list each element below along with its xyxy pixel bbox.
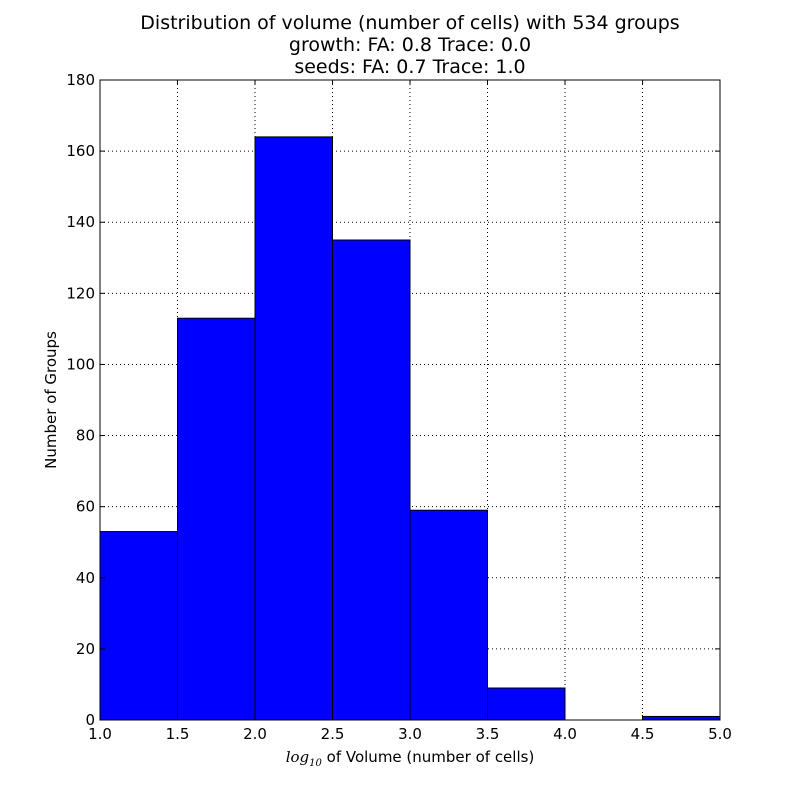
histogram-bar [99,531,178,721]
histogram-bar [254,136,333,721]
x-tick-label: 5.0 [708,725,732,743]
chart-title-line-1: Distribution of volume (number of cells)… [140,12,679,34]
y-tick-label: 0 [85,711,95,729]
histogram-bar [332,239,411,721]
y-axis-tick-labels: 0 20 40 60 80 100 120 140 160 180 [66,71,95,729]
histogram-bar [409,509,488,721]
y-axis-label: Number of Groups [42,331,60,469]
y-tick-label: 120 [66,284,95,302]
chart-title-line-3: seeds: FA: 0.7 Trace: 1.0 [294,56,525,78]
x-axis-label-text: of Volume (number of cells) [322,748,534,766]
y-tick-label: 180 [66,71,95,89]
y-tick-label: 140 [66,213,95,231]
x-tick-label: 1.5 [166,725,190,743]
x-tick-label: 2.5 [321,725,345,743]
x-axis-label-math-subscript: 10 [309,758,322,769]
histogram-bar [487,687,566,721]
chart-title: Distribution of volume (number of cells)… [140,12,679,78]
histogram-bar [177,317,256,721]
x-tick-label: 4.5 [631,725,655,743]
histogram-bar [642,715,721,721]
x-tick-label: 3.0 [398,725,422,743]
y-tick-label: 20 [76,640,95,658]
x-axis-tick-labels: 1.0 1.5 2.0 2.5 3.0 3.5 4.0 4.5 5.0 [88,725,732,743]
x-axis-label: log10 of Volume (number of cells) [286,748,535,769]
axis-ticks [99,79,721,721]
x-axis-label-math-base: log [286,748,309,766]
y-tick-label: 40 [76,569,95,587]
x-tick-label: 2.0 [243,725,267,743]
y-tick-label: 160 [66,142,95,160]
y-tick-label: 60 [76,498,95,516]
x-tick-label: 4.0 [553,725,577,743]
x-tick-label: 1.0 [88,725,112,743]
chart-title-line-2: growth: FA: 0.8 Trace: 0.0 [289,34,531,56]
y-tick-label: 80 [76,427,95,445]
x-tick-label: 3.5 [476,725,500,743]
histogram-bars [99,136,721,721]
y-tick-label: 100 [66,355,95,373]
